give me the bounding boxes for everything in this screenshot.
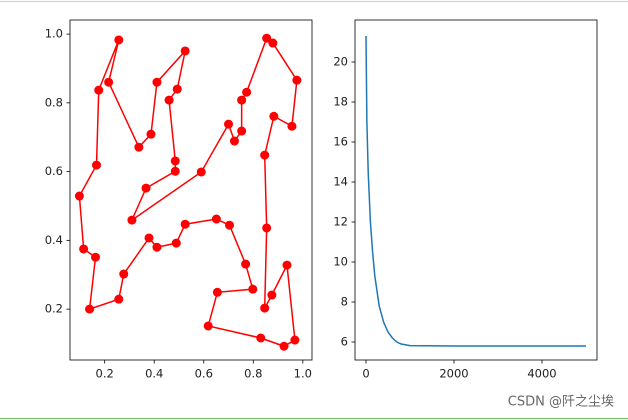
marker (171, 238, 181, 248)
marker (260, 303, 270, 313)
marker (229, 136, 239, 146)
marker (260, 150, 270, 160)
axes-frame (354, 19, 598, 361)
y-tick-label: 0.8 (45, 95, 63, 109)
marker (262, 33, 272, 43)
marker (94, 85, 104, 95)
marker (279, 341, 289, 351)
marker (146, 129, 156, 139)
marker (225, 220, 235, 230)
marker (180, 219, 190, 229)
y-tick-label: 14 (333, 175, 348, 189)
y-tick-label: 18 (333, 95, 348, 109)
y-tick-label: 6 (341, 335, 348, 349)
marker (203, 321, 213, 331)
marker (114, 35, 124, 45)
marker (287, 121, 297, 131)
marker (152, 242, 162, 252)
marker (256, 333, 266, 343)
x-tick-label: 4000 (527, 367, 556, 381)
marker (170, 156, 180, 166)
marker (134, 142, 144, 152)
marker (144, 233, 154, 243)
marker (170, 166, 180, 176)
marker (282, 260, 292, 270)
marker (127, 215, 137, 225)
y-tick-label: 8 (341, 295, 348, 309)
marker (241, 259, 251, 269)
y-tick-label: 0.6 (45, 164, 63, 178)
x-tick-label: 0.4 (145, 367, 163, 381)
marker (119, 269, 129, 279)
marker (268, 38, 278, 48)
marker (262, 223, 272, 233)
x-tick-label: 0.8 (244, 367, 262, 381)
marker (141, 183, 151, 193)
marker (85, 304, 95, 314)
y-tick-label: 12 (333, 215, 348, 229)
y-tick-label: 0.2 (45, 302, 63, 316)
marker (152, 77, 162, 87)
marker (104, 77, 114, 87)
y-tick-label: 0.4 (45, 233, 63, 247)
marker (267, 290, 277, 300)
marker (224, 119, 234, 129)
line (365, 35, 586, 347)
x-tick-label: 1.0 (294, 367, 312, 381)
marker (237, 126, 247, 136)
x-tick-label: 2000 (439, 367, 468, 381)
marker (242, 87, 252, 97)
marker (211, 214, 221, 224)
axes-frame (69, 19, 313, 361)
y-tick-label: 10 (333, 255, 348, 269)
marker (248, 284, 258, 294)
x-tick-label: 0.6 (195, 367, 213, 381)
marker (292, 75, 302, 85)
marker (74, 191, 84, 201)
marker (172, 84, 182, 94)
y-tick-label: 1.0 (45, 27, 63, 41)
marker (92, 160, 102, 170)
marker (79, 244, 89, 254)
x-tick-label: 0 (362, 367, 369, 381)
y-tick-label: 16 (333, 135, 348, 149)
marker (164, 95, 174, 105)
marker (212, 287, 222, 297)
marker (91, 252, 101, 262)
y-tick-label: 20 (333, 55, 348, 69)
marker (237, 95, 247, 105)
x-tick-label: 0.2 (96, 367, 114, 381)
marker (114, 294, 124, 304)
marker (196, 167, 206, 177)
marker (269, 111, 279, 121)
marker (180, 46, 190, 56)
marker (290, 335, 300, 345)
watermark: CSDN @阡之尘埃 (508, 395, 614, 410)
